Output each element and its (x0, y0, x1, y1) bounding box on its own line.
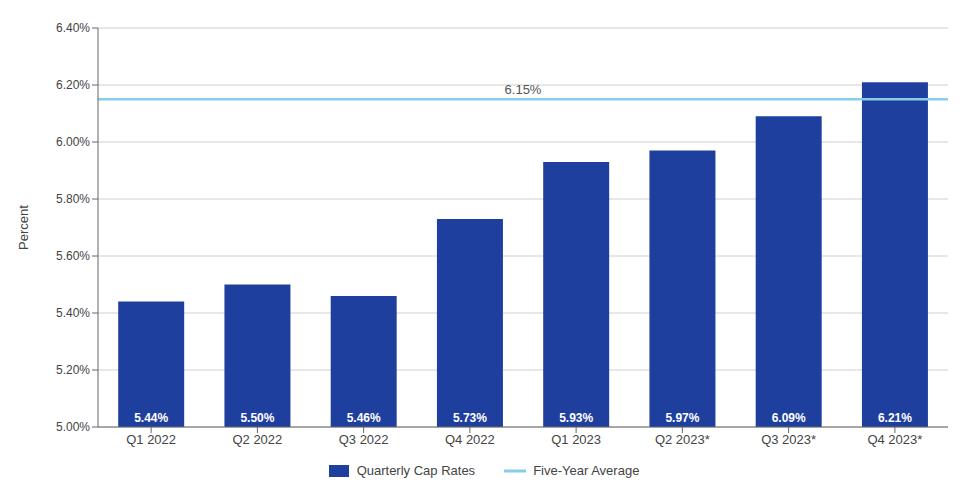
svg-text:6.40%: 6.40% (56, 21, 90, 35)
svg-text:Q4 2023*: Q4 2023* (867, 432, 922, 447)
svg-text:5.00%: 5.00% (56, 420, 90, 434)
svg-text:5.60%: 5.60% (56, 249, 90, 263)
svg-text:5.46%: 5.46% (347, 411, 381, 425)
svg-text:5.93%: 5.93% (559, 411, 593, 425)
svg-text:Q3 2022: Q3 2022 (339, 432, 389, 447)
svg-text:6.21%: 6.21% (878, 411, 912, 425)
svg-text:5.40%: 5.40% (56, 306, 90, 320)
svg-text:6.20%: 6.20% (56, 78, 90, 92)
html-text:Five-Year Average: Five-Year Average (533, 463, 640, 478)
svg-text:6.09%: 6.09% (772, 411, 806, 425)
svg-text:Q2 2023*: Q2 2023* (655, 432, 710, 447)
svg-text:Percent: Percent (16, 205, 31, 250)
svg-text:5.44%: 5.44% (134, 411, 168, 425)
html-text:Quarterly Cap Rates: Quarterly Cap Rates (356, 463, 476, 478)
svg-text:Q4 2022: Q4 2022 (445, 432, 495, 447)
svg-text:Q2 2022: Q2 2022 (232, 432, 282, 447)
svg-text:5.20%: 5.20% (56, 363, 90, 377)
svg-text:Q1 2022: Q1 2022 (126, 432, 176, 447)
svg-text:6.15%: 6.15% (505, 82, 542, 97)
svg-text:Q3 2023*: Q3 2023* (761, 432, 816, 447)
svg-text:5.73%: 5.73% (453, 411, 487, 425)
svg-text:5.50%: 5.50% (240, 411, 274, 425)
svg-text:5.80%: 5.80% (56, 192, 90, 206)
svg-text:6.00%: 6.00% (56, 135, 90, 149)
svg-text:5.97%: 5.97% (665, 411, 699, 425)
svg-text:Q1 2023: Q1 2023 (551, 432, 601, 447)
